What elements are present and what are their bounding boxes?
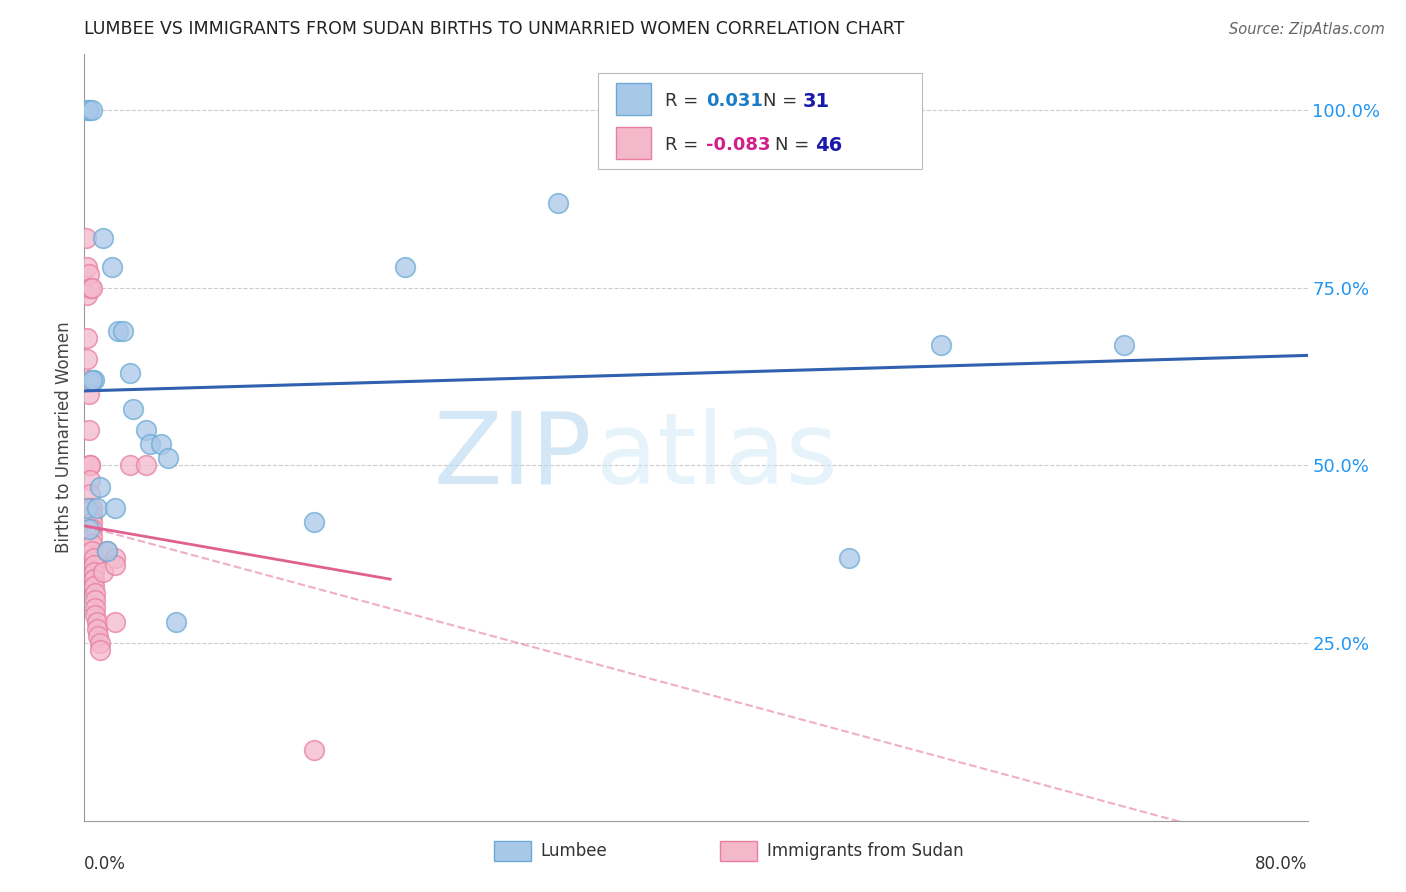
Point bbox=[104, 501, 127, 516]
Point bbox=[80, 501, 103, 516]
Point bbox=[120, 458, 142, 473]
Point bbox=[77, 103, 100, 118]
Point bbox=[104, 558, 127, 572]
Point bbox=[80, 373, 103, 387]
Point bbox=[84, 600, 107, 615]
Point bbox=[80, 281, 103, 295]
Point bbox=[139, 437, 162, 451]
FancyBboxPatch shape bbox=[616, 83, 651, 115]
Point bbox=[80, 529, 103, 543]
Text: 80.0%: 80.0% bbox=[1256, 855, 1308, 873]
Text: 0.0%: 0.0% bbox=[84, 855, 127, 873]
Point bbox=[77, 387, 100, 401]
Point bbox=[394, 260, 416, 274]
Point bbox=[104, 550, 127, 565]
Text: LUMBEE VS IMMIGRANTS FROM SUDAN BIRTHS TO UNMARRIED WOMEN CORRELATION CHART: LUMBEE VS IMMIGRANTS FROM SUDAN BIRTHS T… bbox=[84, 21, 904, 38]
Point bbox=[111, 324, 134, 338]
Point bbox=[87, 629, 110, 643]
Text: 0.031: 0.031 bbox=[706, 92, 762, 111]
Point bbox=[84, 586, 107, 600]
Point bbox=[80, 543, 103, 558]
Point bbox=[79, 501, 101, 516]
FancyBboxPatch shape bbox=[720, 841, 758, 862]
Point bbox=[89, 480, 111, 494]
Point bbox=[91, 565, 114, 579]
Point bbox=[83, 558, 105, 572]
Point bbox=[101, 260, 124, 274]
Point bbox=[80, 103, 103, 118]
Point bbox=[120, 366, 142, 380]
FancyBboxPatch shape bbox=[616, 127, 651, 159]
Point bbox=[77, 373, 100, 387]
Text: N =: N = bbox=[776, 136, 815, 154]
Text: R =: R = bbox=[665, 92, 704, 111]
Text: -0.083: -0.083 bbox=[706, 136, 770, 154]
Point bbox=[83, 572, 105, 586]
Point bbox=[83, 373, 105, 387]
Point bbox=[80, 508, 103, 523]
Text: ZIP: ZIP bbox=[433, 408, 592, 505]
Point bbox=[80, 523, 103, 537]
Text: atlas: atlas bbox=[596, 408, 838, 505]
Point bbox=[165, 615, 187, 629]
Point bbox=[79, 473, 101, 487]
Point bbox=[84, 593, 107, 607]
Point bbox=[96, 543, 118, 558]
FancyBboxPatch shape bbox=[494, 841, 531, 862]
Point bbox=[80, 536, 103, 550]
Point bbox=[135, 458, 157, 473]
Point bbox=[79, 487, 101, 501]
Point bbox=[89, 643, 111, 657]
Point bbox=[86, 622, 108, 636]
Point bbox=[76, 103, 98, 118]
Point bbox=[76, 331, 98, 345]
Point bbox=[84, 607, 107, 622]
Point bbox=[135, 423, 157, 437]
Point bbox=[91, 231, 114, 245]
Text: Immigrants from Sudan: Immigrants from Sudan bbox=[766, 842, 963, 860]
Point bbox=[838, 550, 860, 565]
Point bbox=[157, 451, 180, 466]
Point bbox=[302, 516, 325, 530]
Point bbox=[104, 615, 127, 629]
Point bbox=[83, 550, 105, 565]
Text: Lumbee: Lumbee bbox=[541, 842, 607, 860]
Point bbox=[83, 579, 105, 593]
Point bbox=[1114, 337, 1136, 351]
Y-axis label: Births to Unmarried Women: Births to Unmarried Women bbox=[55, 321, 73, 553]
Point bbox=[77, 523, 100, 537]
Point bbox=[929, 337, 952, 351]
Point bbox=[86, 501, 108, 516]
Point bbox=[77, 423, 100, 437]
Point bbox=[80, 516, 103, 530]
Point bbox=[149, 437, 172, 451]
Text: R =: R = bbox=[665, 136, 704, 154]
Text: 46: 46 bbox=[814, 136, 842, 155]
Point bbox=[122, 401, 145, 416]
Point bbox=[547, 195, 569, 210]
Text: 31: 31 bbox=[803, 92, 830, 111]
Point bbox=[76, 260, 98, 274]
Point bbox=[83, 565, 105, 579]
Point bbox=[76, 501, 98, 516]
Point bbox=[76, 351, 98, 366]
Point bbox=[89, 636, 111, 650]
Text: Source: ZipAtlas.com: Source: ZipAtlas.com bbox=[1229, 22, 1385, 37]
Point bbox=[79, 458, 101, 473]
Point bbox=[302, 742, 325, 756]
Point bbox=[96, 543, 118, 558]
Point bbox=[79, 458, 101, 473]
Text: N =: N = bbox=[763, 92, 803, 111]
Point bbox=[107, 324, 129, 338]
Point bbox=[79, 281, 101, 295]
FancyBboxPatch shape bbox=[598, 73, 922, 169]
Point bbox=[77, 267, 100, 281]
Point bbox=[86, 615, 108, 629]
Point bbox=[75, 231, 97, 245]
Point bbox=[76, 288, 98, 302]
